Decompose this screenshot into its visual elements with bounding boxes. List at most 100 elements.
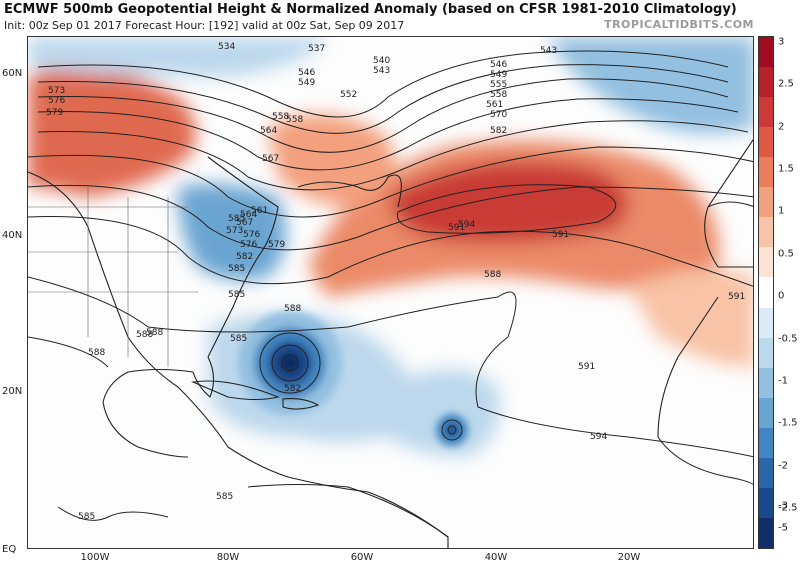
contour-label: 552 (340, 90, 357, 100)
south-america (247, 483, 449, 538)
contour-label: 549 (298, 78, 315, 88)
east-coast (207, 156, 279, 358)
contour-label: 564 (260, 126, 277, 136)
lat-label-60n: 60N (2, 68, 23, 79)
contour-label: 585 (216, 492, 233, 502)
colorbar-segment (759, 487, 773, 519)
lon-label-80w: 80W (216, 552, 240, 563)
anomaly-map[interactable]: 534 537 540 543 543 546 546 549 549 552 555 558 558 5… (27, 36, 754, 549)
colorbar-tick-label: 0 (778, 290, 785, 302)
colorbar-segment (759, 337, 773, 369)
nova-scotia (297, 174, 402, 208)
colorbar-segment (759, 367, 773, 399)
colorbar-tick-label: -2 (778, 460, 788, 472)
contour-label: 588 (284, 304, 301, 314)
contour-label: 576 (48, 96, 65, 106)
contour-label: 585 (228, 214, 245, 224)
contour-label: 591 (552, 230, 569, 240)
contour-label: 591 (448, 223, 465, 233)
contour-label: 585 (230, 334, 247, 344)
contour-label: 588 (484, 270, 501, 280)
lat-label-eq: EQ (2, 544, 17, 555)
colorbar-segment (759, 127, 773, 159)
colorbar-tick-label: 2.5 (778, 78, 794, 90)
contour-label: 585 (228, 264, 245, 274)
colorbar-segment (759, 397, 773, 429)
colorbar-segment (759, 247, 773, 279)
contour-label: 543 (373, 66, 390, 76)
contour-label: 573 (226, 226, 243, 236)
hispaniola (282, 398, 320, 410)
colorbar-segment (759, 67, 773, 99)
africa-coast (657, 296, 753, 485)
contour-label: 561 (251, 206, 268, 216)
colorbar-tick-label: -3 (778, 500, 788, 512)
lon-label-100w: 100W (80, 552, 110, 563)
contour-label: 573 (48, 86, 65, 96)
colorbar-tick-label: -1.5 (778, 417, 798, 429)
contour-label: 546 (298, 68, 315, 78)
contour-label: 543 (540, 46, 557, 56)
lat-label-40n: 40N (2, 230, 23, 241)
contour-label: 588 (136, 330, 153, 340)
contour-label: 546 (490, 60, 507, 70)
north-america-coast (28, 171, 449, 548)
colorbar-tick-label: 3 (778, 36, 785, 48)
contour-label: 585 (78, 512, 95, 522)
colorbar-segment (759, 217, 773, 249)
contour-label: 558 (490, 90, 507, 100)
state-borders (28, 187, 198, 367)
colorbar-segment (759, 457, 773, 489)
lon-label-20w: 20W (617, 552, 641, 563)
contour-label: 540 (373, 56, 390, 66)
contour-label: 567 (262, 154, 279, 164)
contour-label: 549 (490, 70, 507, 80)
contour-label: 591 (728, 292, 745, 302)
contour-label: 558 (272, 112, 289, 122)
contour-label: 537 (308, 44, 325, 54)
lat-label-20n: 20N (2, 386, 23, 397)
positive-anomaly-africa (628, 269, 753, 367)
iberia (707, 201, 753, 268)
contour-label: 594 (590, 432, 607, 442)
contour-label: 582 (284, 384, 301, 394)
colorbar-tick-label: 2 (778, 121, 785, 133)
height-contours (28, 50, 753, 521)
map-title: ECMWF 500mb Geopotential Height & Normal… (4, 2, 737, 17)
lon-label-60w: 60W (350, 552, 374, 563)
anomaly-colorbar (758, 36, 774, 549)
colorbar-segment (759, 37, 773, 69)
map-subtitle: Init: 00z Sep 01 2017 Forecast Hour: [19… (4, 19, 405, 32)
contour-label: 579 (46, 108, 63, 118)
contour-label: 570 (490, 110, 507, 120)
colorbar-tick-label: 0.5 (778, 248, 794, 260)
positive-anomaly-west (28, 65, 196, 197)
hurricane-anomaly (238, 311, 468, 446)
colorbar-segment (759, 307, 773, 339)
positive-anomaly-labrador (268, 114, 394, 207)
colorbar-tick-label: -2.5 (778, 502, 798, 514)
colorbar-segment (759, 187, 773, 219)
contour-label: 582 (236, 252, 253, 262)
colorbar-segment (759, 427, 773, 459)
contour-label: 588 (88, 348, 105, 358)
contour-label: 582 (490, 126, 507, 136)
brand-watermark: TROPICALTIDBITS.COM (604, 18, 754, 31)
contour-label: 567 (236, 218, 253, 228)
colorbar-segment (759, 157, 773, 189)
colorbar-tick-label: -5 (778, 522, 788, 534)
colorbar-tick-label: 1 (778, 205, 785, 217)
colorbar-segment (759, 517, 773, 548)
contour-label: 579 (268, 240, 285, 250)
contour-label: 564 (240, 210, 257, 220)
colorbar-tick-label: -1 (778, 375, 788, 387)
positive-anomaly-atlantic-core (388, 161, 628, 243)
coastlines (28, 138, 753, 548)
contour-label: 558 (286, 115, 303, 125)
contour-label: 534 (218, 42, 235, 52)
colorbar-tick-label: 1.5 (778, 163, 794, 175)
colorbar-segment (759, 97, 773, 129)
contour-label: 585 (228, 290, 245, 300)
